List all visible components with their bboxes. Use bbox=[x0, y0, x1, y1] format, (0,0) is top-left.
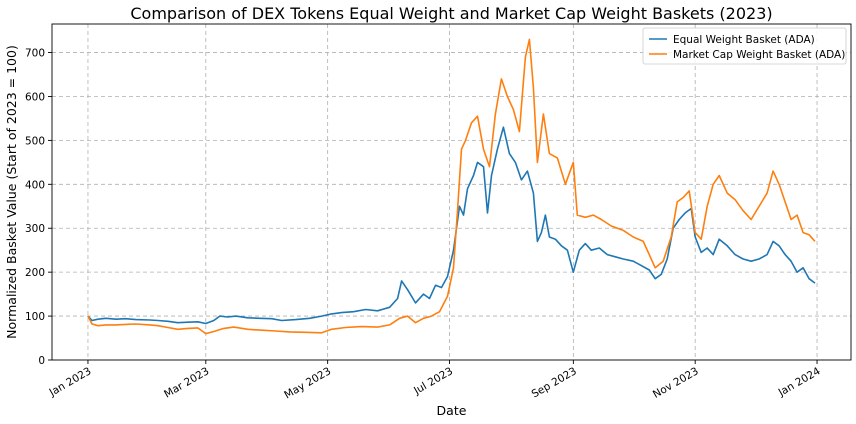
x-tick-label: Sep 2023 bbox=[530, 365, 579, 400]
series-layer bbox=[87, 38, 816, 335]
series-line-1 bbox=[87, 126, 816, 325]
grid-layer bbox=[52, 24, 851, 361]
x-tick-label: May 2023 bbox=[282, 365, 333, 401]
y-axis: 0 100 200 300 400 500 600 700 bbox=[25, 48, 52, 367]
plot-frame bbox=[51, 23, 852, 361]
x-tick-label: Jan 2023 bbox=[47, 365, 94, 399]
x-tick-label: Nov 2023 bbox=[651, 365, 701, 401]
x-tick-label: Mar 2023 bbox=[162, 365, 211, 400]
y-tick-label: 300 bbox=[25, 223, 45, 235]
legend-label: Equal Weight Basket (ADA) bbox=[673, 34, 815, 46]
legend-box bbox=[642, 27, 847, 65]
x-tick-label: Jan 2024 bbox=[776, 365, 823, 399]
y-tick-label: 600 bbox=[25, 91, 45, 103]
y-tick-label: 0 bbox=[38, 355, 45, 367]
x-axis-label: Date bbox=[437, 403, 467, 418]
y-tick-label: 700 bbox=[25, 48, 45, 60]
series-line-2 bbox=[87, 38, 816, 335]
legend: Equal Weight Basket (ADA) Market Cap Weig… bbox=[642, 27, 847, 65]
chart-title: Comparison of DEX Tokens Equal Weight an… bbox=[130, 4, 772, 23]
legend-label: Market Cap Weight Basket (ADA) bbox=[673, 49, 845, 61]
y-tick-label: 500 bbox=[25, 135, 45, 147]
y-tick-label: 200 bbox=[25, 267, 45, 279]
x-tick-label: Jul 2023 bbox=[411, 365, 455, 397]
y-tick-label: 400 bbox=[25, 179, 45, 191]
x-axis: Jan 2023 Mar 2023 May 2023 Jul 2023 Sep 2023… bbox=[47, 360, 823, 401]
y-tick-label: 100 bbox=[25, 311, 45, 323]
y-axis-label: Normalized Basket Value (Start of 2023 =… bbox=[4, 45, 19, 339]
